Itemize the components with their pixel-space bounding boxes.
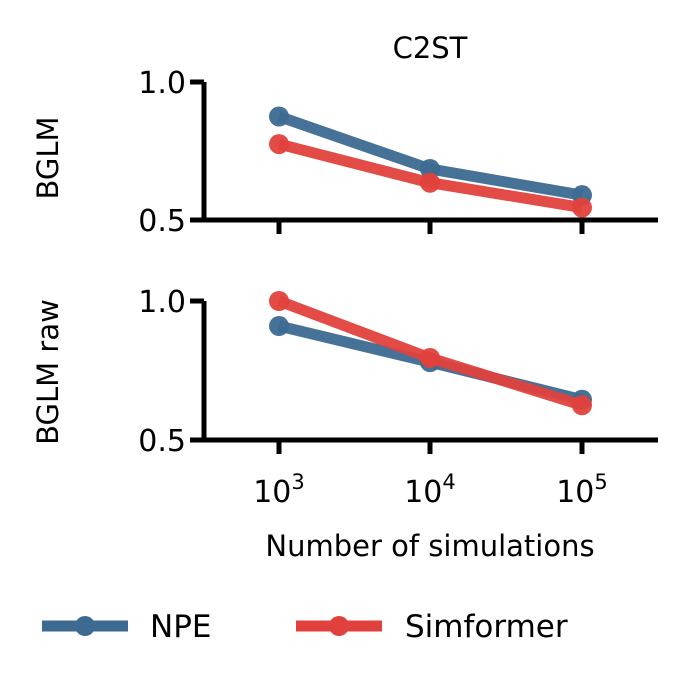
data-point <box>269 134 289 155</box>
data-point <box>269 291 289 311</box>
data-point <box>572 197 592 218</box>
x-tick-label: 103 <box>253 470 305 510</box>
legend-label-npe: NPE <box>150 609 211 645</box>
legend-label-simformer: Simformer <box>405 609 568 645</box>
y-tick-label: 1.0 <box>138 66 186 101</box>
y-tick-label: 0.5 <box>138 424 186 459</box>
data-point <box>420 158 440 179</box>
legend-marker-simformer <box>329 616 349 636</box>
data-point <box>572 395 592 416</box>
y-axis-label-bglm: BGLM <box>31 116 65 199</box>
panel-bglm-raw: BGLM raw 0.5 1.0 103 104 105 <box>31 285 658 510</box>
x-tick-label: 105 <box>556 470 608 510</box>
data-point <box>269 106 289 127</box>
y-axis-label-bglm-raw: BGLM raw <box>31 299 65 445</box>
legend-marker-npe <box>75 616 95 636</box>
x-tick-label: 104 <box>404 470 456 510</box>
series-simformer <box>269 134 592 218</box>
series-simformer <box>269 291 592 416</box>
legend: NPE Simformer <box>42 609 568 645</box>
data-point <box>420 347 440 368</box>
chart-title: C2ST <box>393 31 468 65</box>
y-tick-label: 1.0 <box>138 285 186 320</box>
y-tick-label: 0.5 <box>138 204 186 239</box>
panel-bglm: BGLM 0.5 1.0 <box>31 66 658 239</box>
data-point <box>269 316 289 337</box>
x-axis-label: Number of simulations <box>265 529 594 563</box>
data-point <box>420 172 440 193</box>
